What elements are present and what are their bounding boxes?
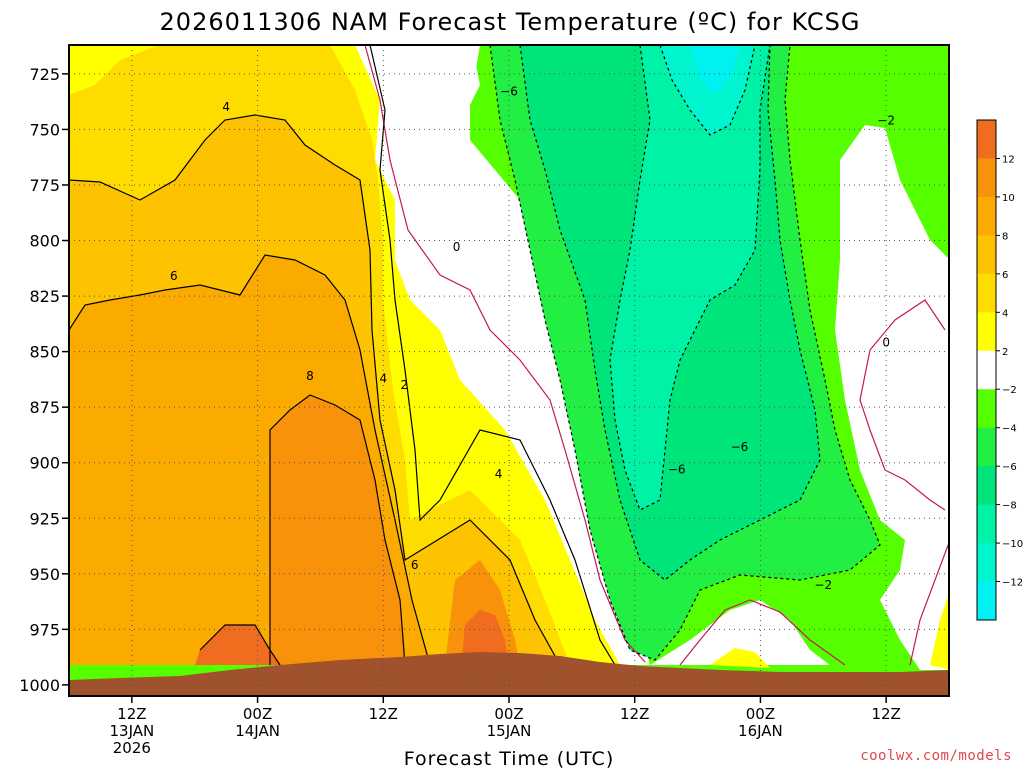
y-tick-label-3: 800 xyxy=(29,232,60,251)
band-8 xyxy=(270,395,405,665)
y-tick-label-2: 775 xyxy=(29,176,60,195)
contour-label-11: −2 xyxy=(814,578,832,592)
colorbar-swatch-6 xyxy=(977,350,996,390)
x-tick-label-1-0: 00Z xyxy=(243,705,272,723)
y-axis: 725 750 775 800 825 850 875 900 925 950 975 1000 xyxy=(19,65,69,695)
x-tick-label-1-1: 14JAN xyxy=(235,722,280,740)
band-10b xyxy=(462,610,508,660)
contour-plus4 xyxy=(69,114,561,666)
colorbar-swatch-5 xyxy=(977,312,996,352)
colorbar-label-0: 12 xyxy=(1002,154,1015,165)
y-tick-label-4: 825 xyxy=(29,287,60,306)
x-tick-label-5-0: 00Z xyxy=(746,705,775,723)
contour-label-1: 6 xyxy=(170,269,178,283)
colorbar-swatch-8 xyxy=(977,427,996,467)
x-tick-label-3-0: 00Z xyxy=(494,705,523,723)
colorbar-label-8: −6 xyxy=(1002,462,1017,473)
grid xyxy=(69,45,949,696)
contour-label-8: −6 xyxy=(500,85,518,99)
y-tick-label-5: 850 xyxy=(29,343,60,362)
warm-pocket-bottom xyxy=(710,648,770,668)
x-tick-label-3-1: 15JAN xyxy=(487,722,532,740)
contour-label-4: 2 xyxy=(400,378,408,392)
contour-label-12: −2 xyxy=(877,114,895,128)
band-minus8 xyxy=(610,45,770,510)
y-tick-label-9: 950 xyxy=(29,565,60,584)
colorbar-label-9: −8 xyxy=(1002,501,1017,512)
x-tick-label-4-0: 12Z xyxy=(620,705,649,723)
contour-label-7: 0 xyxy=(453,240,461,254)
x-tick-label-2-0: 12Z xyxy=(369,705,398,723)
y-tick-label-6: 875 xyxy=(29,398,60,417)
x-tick-label-6-0: 12Z xyxy=(871,705,900,723)
zero-pocket-right xyxy=(835,125,949,670)
colorbar-swatch-2 xyxy=(977,196,996,236)
colorbar-swatch-11 xyxy=(977,543,996,583)
contour-0-right xyxy=(859,299,946,511)
contour-0 xyxy=(364,45,646,663)
colorbar-label-1: 10 xyxy=(1002,193,1015,204)
colorbar-label-11: −12 xyxy=(1002,578,1023,589)
colorbar-label-2: 8 xyxy=(1002,231,1008,242)
credit-text: coolwx.com/models xyxy=(860,748,1012,764)
colorbar-label-10: −10 xyxy=(1002,539,1023,550)
contour-0-bottom-right xyxy=(909,540,949,666)
colorbar-swatch-7 xyxy=(977,389,996,429)
x-tick-label-0-1: 13JAN xyxy=(109,722,154,740)
contour-label-2: 8 xyxy=(306,369,314,383)
contour-label-5: 6 xyxy=(411,558,419,572)
warm-pocket-right xyxy=(930,593,949,670)
colorbar-swatch-3 xyxy=(977,235,996,275)
colorbar-frame xyxy=(976,119,997,621)
band-10 xyxy=(195,625,280,665)
y-tick-label-8: 925 xyxy=(29,509,60,528)
colorbar-swatch-9 xyxy=(977,466,996,506)
colorbar-swatch-4 xyxy=(977,273,996,313)
colorbar-label-5: 2 xyxy=(1002,347,1008,358)
colorbar-label-3: 6 xyxy=(1002,270,1008,281)
contour-label-0: 4 xyxy=(222,100,230,114)
colorbar-label-7: −4 xyxy=(1002,424,1017,435)
y-tick-label-10: 975 xyxy=(29,620,60,639)
contour-label-10: −6 xyxy=(731,440,749,454)
contour-plus10 xyxy=(199,624,281,666)
contour-minus4 xyxy=(519,45,821,581)
chart-title: 2026011306 NAM Forecast Temperature (ºC)… xyxy=(160,8,861,36)
colorbar-swatch-10 xyxy=(977,504,996,544)
colorbar-label-4: 4 xyxy=(1002,308,1008,319)
contour-label-13: 0 xyxy=(882,336,890,350)
plot-area xyxy=(69,45,949,696)
x-tick-label-5-1: 16JAN xyxy=(738,722,783,740)
contour-plus2 xyxy=(369,45,616,666)
contour-plus8 xyxy=(269,394,406,666)
colorbar: 12 10 8 6 4 2 −2 −4 −6 −8 −10 −12 xyxy=(976,119,1023,621)
contour-0-bottom xyxy=(679,599,846,666)
zero-pocket-top xyxy=(447,58,480,105)
contour-plus6 xyxy=(69,254,431,666)
contour-minus8 xyxy=(659,45,756,136)
x-axis-label: Forecast Time (UTC) xyxy=(404,748,614,768)
x-tick-label-0-0: 12Z xyxy=(117,705,146,723)
x-tick-label-0-2: 2026 xyxy=(113,739,151,757)
contour-label-3: 4 xyxy=(379,371,387,385)
colorbar-label-6: −2 xyxy=(1002,385,1017,396)
y-tick-label-7: 900 xyxy=(29,454,60,473)
zero-pocket-bottom xyxy=(650,600,830,665)
contour-label-6: 4 xyxy=(495,467,503,481)
contour-minus2 xyxy=(489,45,881,661)
colorbar-swatch-12 xyxy=(977,581,996,621)
colorbar-swatch-0 xyxy=(977,120,996,159)
band-minus12 xyxy=(690,45,740,95)
contour-lines xyxy=(69,45,949,666)
y-tick-label-1: 750 xyxy=(29,120,60,139)
contour-label-9: −6 xyxy=(668,462,686,476)
y-tick-label-11: 1000 xyxy=(19,676,60,695)
colorbar-swatch-1 xyxy=(977,158,996,198)
y-tick-label-0: 725 xyxy=(29,65,60,84)
